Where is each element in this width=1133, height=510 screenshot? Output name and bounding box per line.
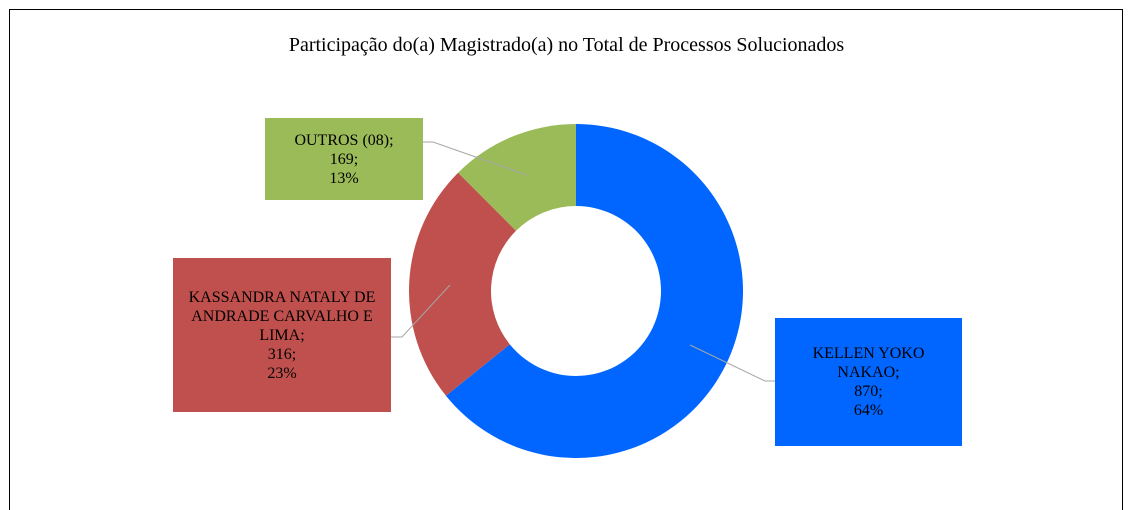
chart-frame (9, 9, 1123, 510)
donut-slice (445, 124, 743, 458)
leader-line (689, 344, 775, 382)
label-category: KASSANDRA NATALY DE ANDRADE CARVALHO E L… (188, 288, 376, 344)
data-label: OUTROS (08); 169; 13% (265, 118, 423, 200)
data-label: KELLEN YOKO NAKAO; 870; 64% (775, 318, 962, 446)
data-label: KASSANDRA NATALY DE ANDRADE CARVALHO E L… (173, 258, 391, 412)
label-percent: 13% (329, 169, 359, 187)
label-value: 169; (329, 150, 359, 168)
label-percent: 23% (267, 364, 297, 382)
label-category: KELLEN YOKO NAKAO; (812, 345, 925, 381)
label-value: 870; (854, 383, 883, 400)
chart-title: Participação do(a) Magistrado(a) no Tota… (288, 34, 845, 56)
leader-line (391, 284, 451, 338)
label-value: 316; (267, 345, 297, 363)
label-percent: 64% (853, 402, 884, 419)
label-category: OUTROS (08); (294, 131, 394, 149)
donut-slice (458, 124, 576, 231)
leader-line (423, 141, 528, 176)
donut-slice (409, 172, 517, 396)
